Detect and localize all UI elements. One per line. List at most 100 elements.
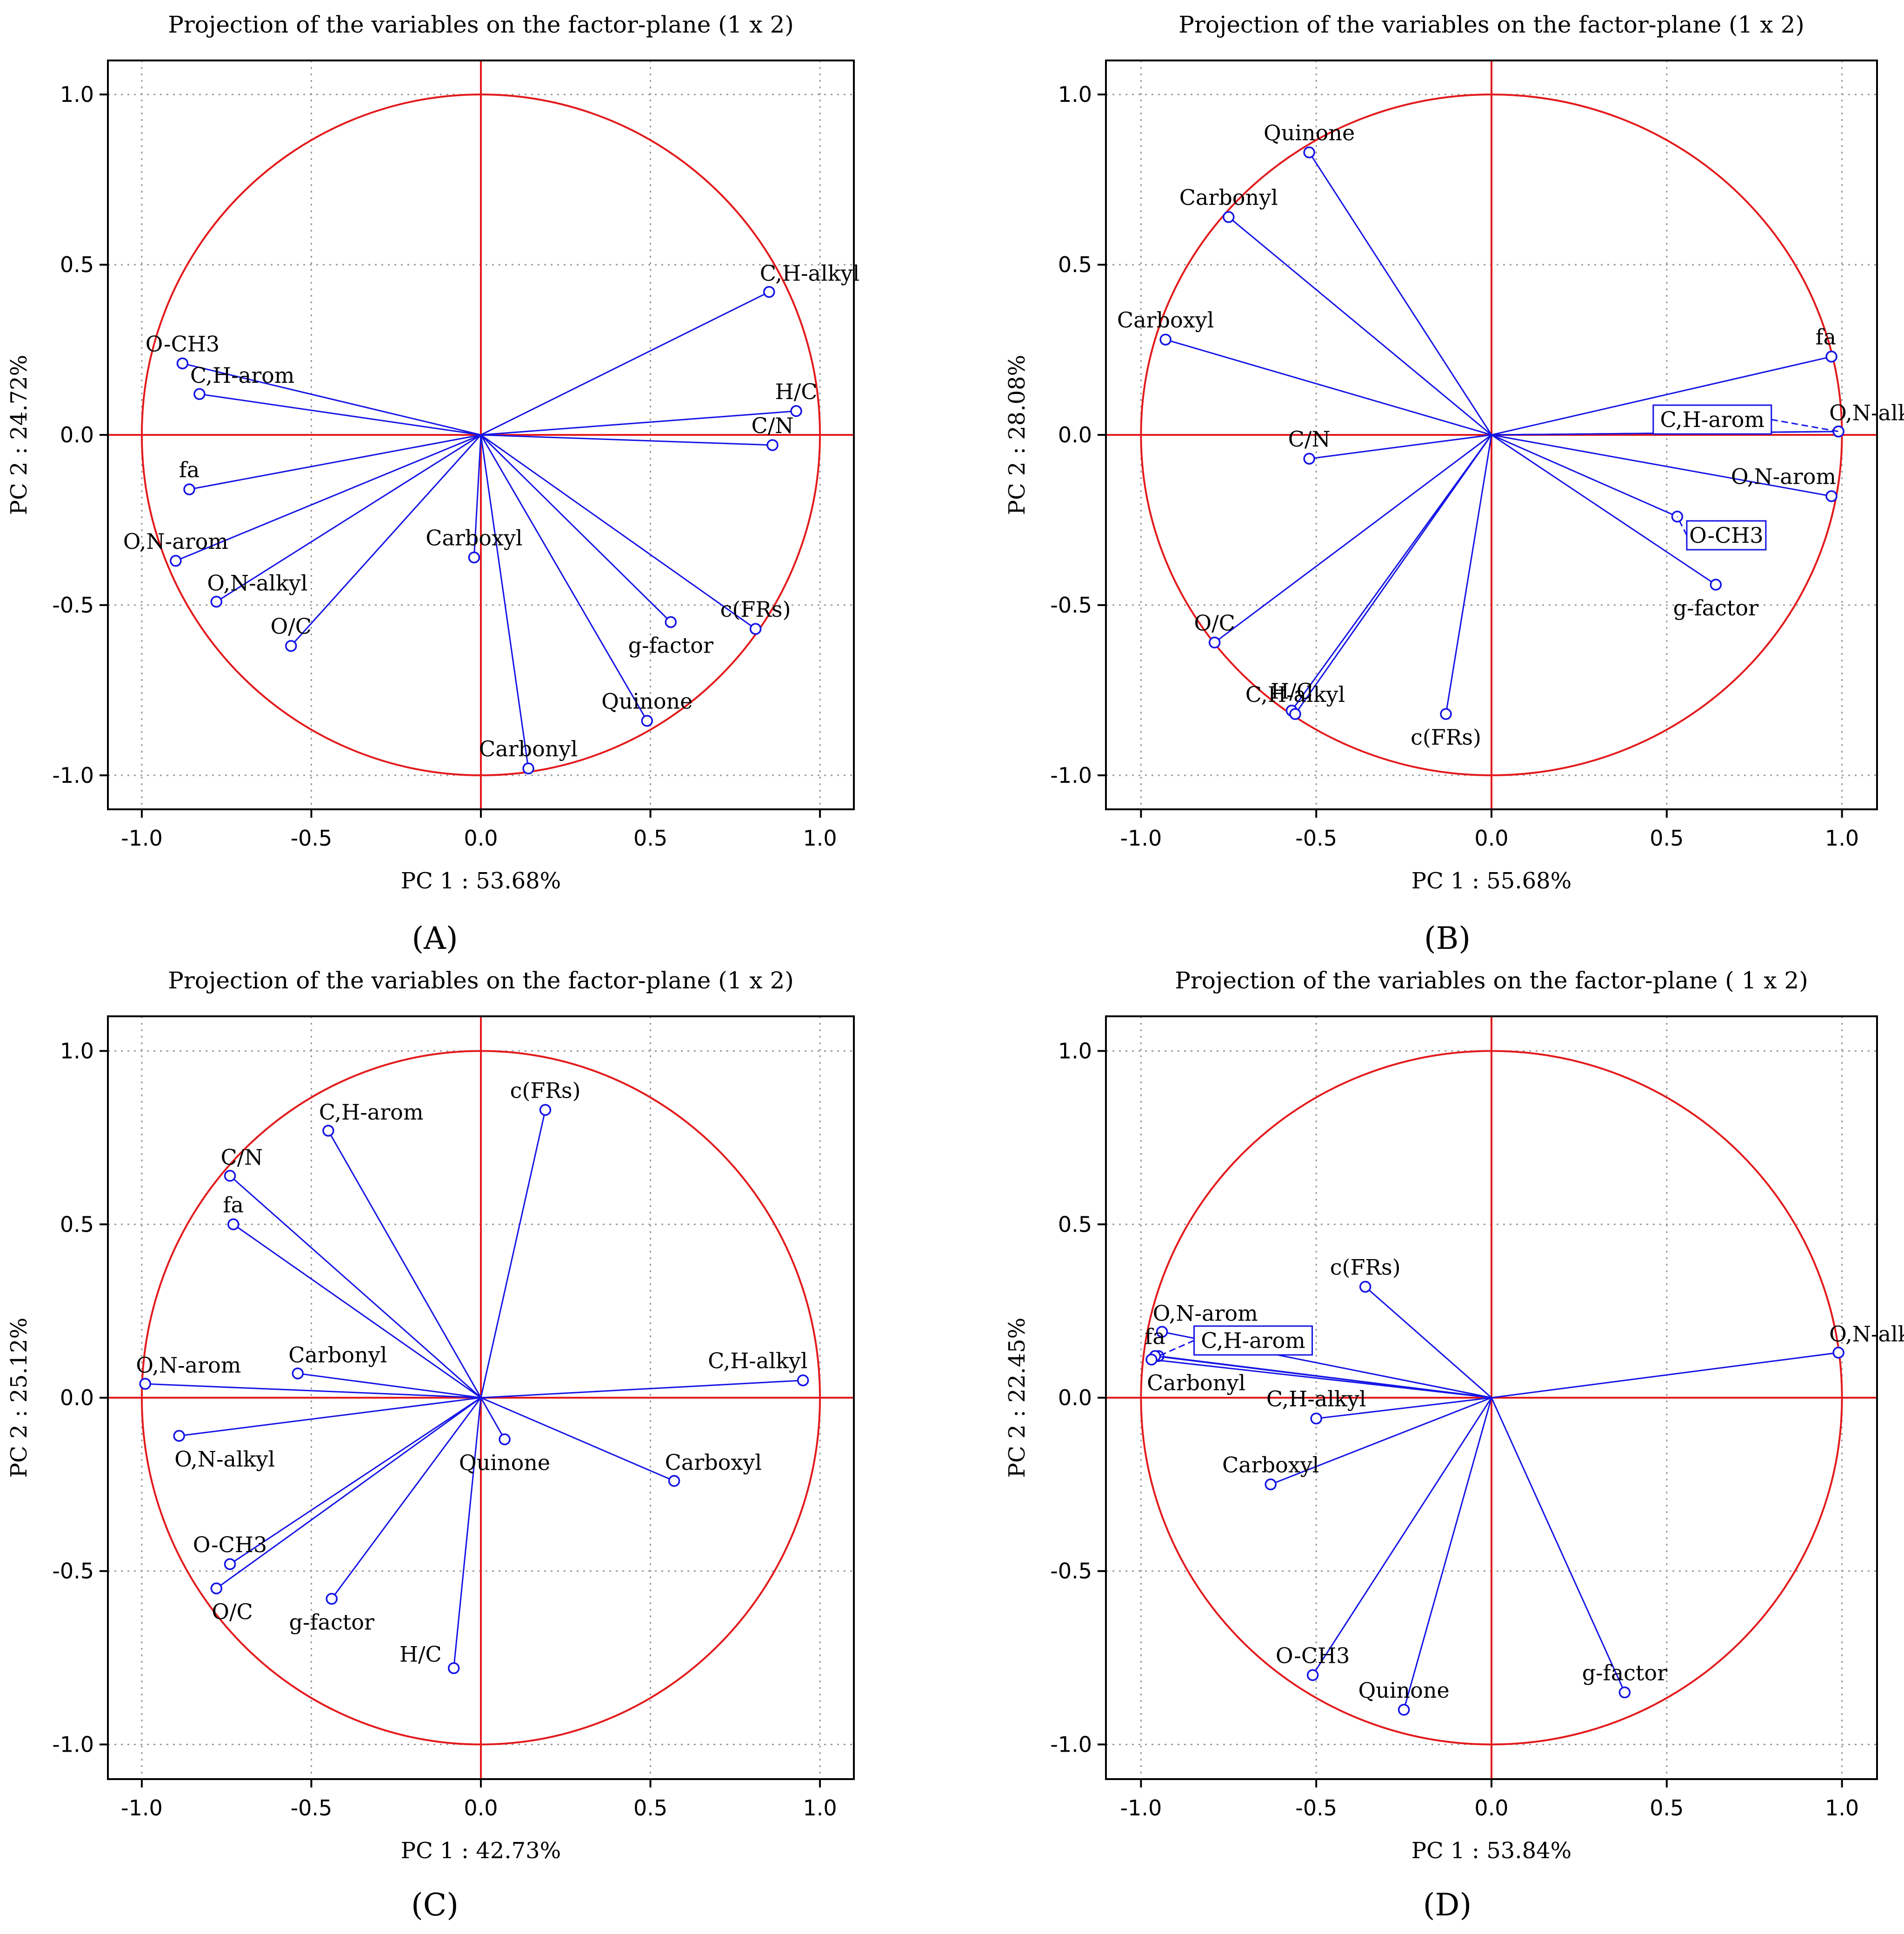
vector-endpoint [1359,1280,1371,1293]
vector-endpoint [797,1374,809,1387]
vector-endpoint [176,357,189,370]
panel-caption-a: (A) [412,920,458,956]
x-tick-label: -0.5 [1295,826,1337,851]
x-tick-label: 1.0 [803,826,837,851]
x-tick-label: 0.0 [1474,826,1508,851]
y-tick-label: 1.0 [1058,82,1092,107]
variable-label: O,N-alkyl [207,571,307,596]
x-tick-label: -0.5 [291,826,333,851]
variable-label: Carboxyl [665,1450,762,1475]
variable-label: c(FRs) [1411,725,1481,750]
x-tick-label: 1.0 [1825,1795,1859,1821]
vector-endpoint [1156,1326,1168,1338]
vector-quinone [1308,152,1492,435]
vector-carbonyl [480,434,529,769]
vector-endpoint [1303,146,1315,159]
variable-label: fa [223,1192,244,1217]
y-axis-label: PC 2 : 28.08% [1004,355,1030,515]
vector-carboxyl [473,434,482,558]
label-leader [1771,419,1839,433]
vector-c-h-arom [199,393,481,436]
vector-c-h-alkyl [480,291,770,436]
y-tick-label: -1.0 [1050,763,1092,788]
vector-endpoint [539,1104,552,1116]
vector-endpoint [210,595,223,608]
y-tick-label: 0.5 [60,1212,94,1237]
variable-label: C,H-alkyl [1266,1387,1366,1412]
vector-endpoint [1159,333,1172,346]
x-tick-label: 1.0 [1825,826,1859,851]
boxed-variable-label: C,H-arom [1660,407,1765,432]
variable-label: g-factor [628,633,713,658]
variable-label: Carboxyl [426,525,522,550]
vector-fa [189,434,481,490]
vector-carbonyl [1151,1359,1492,1399]
variable-label: Carbonyl [479,736,578,761]
vector-endpoint [1223,211,1235,223]
variable-label: H/C [399,1641,442,1667]
vector-quinone [1403,1397,1492,1710]
chart-title: Projection of the variables on the facto… [168,11,794,38]
x-tick-label: 0.0 [464,1795,498,1821]
vector-endpoint [1289,708,1301,720]
vector-o-n-arom [1491,434,1832,497]
variable-label: Carbonyl [1147,1370,1245,1395]
x-tick-label: -1.0 [1120,826,1162,851]
vector-endpoint [1306,1669,1319,1681]
variable-label: O,N-alkyl [1829,400,1904,426]
variable-label: fa [1145,1324,1165,1349]
x-tick-label: -0.5 [291,1795,333,1821]
vector-carboxyl [480,1397,675,1482]
variable-label: O/C [1194,610,1235,635]
variable-label: fa [1816,325,1836,350]
vector-endpoint [285,640,297,652]
variable-label: O,N-arom [1153,1300,1258,1326]
x-axis-label: PC 1 : 53.84% [1411,1838,1572,1864]
vector-o-ch3 [229,1397,481,1565]
chart-title: Projection of the variables on the facto… [1175,967,1808,994]
loading-vectors [139,1104,809,1674]
boxed-label-frame [1652,404,1772,435]
variable-label: C,H-alkyl [760,261,860,286]
variable-label: O/C [212,1599,253,1624]
variable-label: O,N-arom [123,529,228,554]
x-tick-label: -1.0 [121,1795,163,1821]
y-tick-label: 0.0 [1058,1385,1092,1410]
vector-endpoint [1303,453,1315,465]
vector-endpoint [1618,1686,1631,1699]
variable-label: C,H-arom [319,1100,424,1125]
y-tick-label: 0.5 [1058,1212,1092,1237]
vector-endpoint [763,286,775,298]
vector-o-n-alkyl [1491,1352,1839,1399]
variable-label: c(FRs) [1330,1254,1401,1280]
vector-h-c [480,410,797,436]
x-tick-label: 0.5 [633,826,667,851]
variable-label: O,N-alkyl [174,1447,275,1472]
vector-g-factor [480,434,672,623]
panel-caption-b: (B) [1424,920,1471,956]
vector-endpoint [790,405,802,417]
variable-label: Carbonyl [288,1342,387,1367]
vector-o-n-alkyl [179,1397,481,1437]
x-tick-label: 0.5 [633,1795,667,1821]
vector-o-ch3 [1312,1397,1492,1676]
vector-endpoint [139,1378,151,1390]
variable-label: O,N-alkyl [1829,1321,1904,1347]
variable-label: fa [179,457,200,482]
variable-label: C/N [752,413,794,438]
x-tick-label: 0.0 [1474,1795,1508,1821]
y-tick-label: 0.0 [60,422,94,447]
vector-endpoint [210,1582,223,1594]
boxed-variable-label: C,H-arom [1201,1328,1305,1353]
variable-label: g-factor [1582,1661,1667,1686]
variable-label: Quinone [1264,120,1355,146]
vector-g-factor [1491,1397,1625,1693]
vector-endpoint [522,762,534,774]
y-axis-label: PC 2 : 24.72% [6,355,32,515]
vector-endpoint [1825,490,1837,502]
loading-vectors [1145,1280,1844,1716]
vector-c-h-alkyl [1316,1397,1492,1420]
variable-label: C/N [220,1145,263,1170]
vector-endpoint [292,1367,304,1380]
